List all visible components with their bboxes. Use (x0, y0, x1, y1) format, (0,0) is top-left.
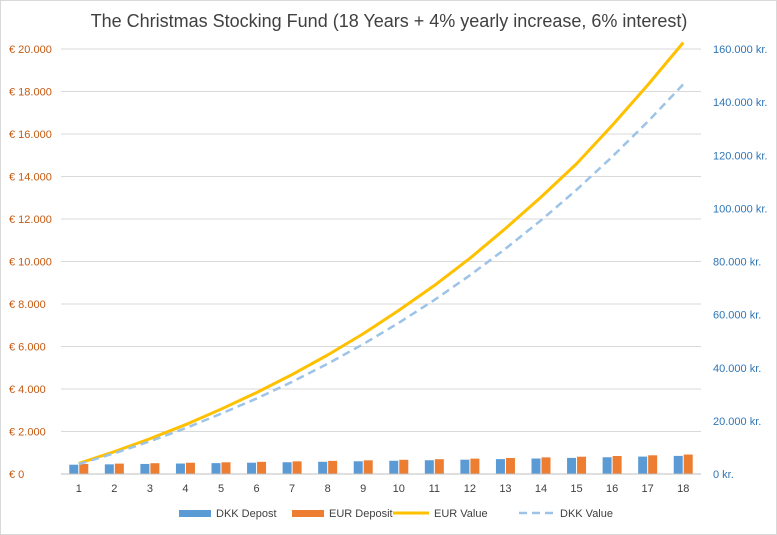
left-axis-tick-label: € 0 (9, 469, 24, 481)
x-axis-tick-label: 11 (429, 483, 440, 495)
x-axis-tick-label: 9 (360, 483, 366, 495)
x-axis-tick-label: 6 (253, 483, 259, 495)
legend: DKK Depost EUR Deposit EUR Value DKK Value (179, 508, 613, 520)
x-axis: 1 2 3 4 5 6 7 8 9 10 11 12 13 14 15 16 17 18 (61, 473, 701, 495)
x-axis-tick-label: 8 (325, 483, 331, 495)
legend-label: EUR Value (434, 508, 488, 520)
left-axis-tick-label: € 6.000 (9, 342, 46, 354)
bar (577, 456, 587, 474)
x-axis-tick-label: 16 (606, 483, 618, 495)
x-axis-tick-label: 4 (182, 483, 188, 495)
legend-label: EUR Deposit (329, 508, 393, 520)
bar (505, 458, 515, 474)
right-axis-tick-label: 100.000 kr. (713, 203, 767, 215)
bar (247, 462, 257, 474)
left-axis-tick-label: € 16.000 (9, 129, 52, 141)
legend-swatch (292, 510, 324, 517)
bar (541, 457, 551, 474)
bar (638, 456, 648, 474)
bar (150, 463, 160, 474)
bar (460, 459, 470, 474)
bar (683, 454, 693, 474)
bar (292, 461, 302, 474)
bar (104, 464, 114, 474)
bar (648, 455, 658, 474)
left-axis-tick-label: € 18.000 (9, 87, 52, 99)
x-axis-tick-label: 18 (677, 483, 689, 495)
legend-swatch (179, 510, 211, 517)
bar (185, 462, 195, 474)
bar (673, 455, 683, 474)
right-axis-tick-label: 0 kr. (713, 469, 734, 481)
bar (140, 463, 150, 474)
left-axis-tick-label: € 20.000 (9, 44, 52, 56)
left-axis-tick-label: € 12.000 (9, 214, 52, 226)
right-axis-tick-label: 60.000 kr. (713, 310, 761, 322)
bar (531, 458, 541, 474)
x-axis-tick-label: 10 (393, 483, 405, 495)
left-axis-tick-label: € 10.000 (9, 257, 52, 269)
right-axis-tick-label: 40.000 kr. (713, 363, 761, 375)
x-axis-tick-label: 12 (464, 483, 476, 495)
bar (434, 459, 444, 474)
bars (69, 454, 693, 474)
x-axis-tick-label: 1 (76, 483, 82, 495)
legend-label: DKK Depost (216, 508, 277, 520)
right-axis-tick-label: 120.000 kr. (713, 150, 767, 162)
x-axis-tick-label: 5 (218, 483, 224, 495)
bar (353, 461, 363, 474)
bar (282, 462, 292, 474)
bar (69, 464, 79, 474)
x-axis-tick-label: 14 (535, 483, 547, 495)
bar (389, 460, 399, 474)
bar (424, 460, 434, 474)
left-axis: € 0 € 2.000 € 4.000 € 6.000 € 8.000 € 10.000 €… (9, 44, 52, 481)
bar (79, 464, 89, 474)
bar (602, 457, 612, 474)
bar (470, 458, 480, 474)
right-axis-tick-label: 140.000 kr. (713, 97, 767, 109)
gridlines (61, 48, 701, 475)
bar (114, 463, 124, 474)
x-axis-tick-label: 13 (499, 483, 511, 495)
left-axis-tick-label: € 8.000 (9, 299, 46, 311)
bar (328, 460, 338, 474)
x-axis-tick-label: 15 (570, 483, 582, 495)
left-axis-tick-label: € 2.000 (9, 427, 46, 439)
series-line (78, 83, 685, 466)
lines (78, 41, 685, 466)
right-axis-tick-label: 20.000 kr. (713, 416, 761, 428)
x-axis-tick-label: 17 (642, 483, 654, 495)
right-axis-tick-label: 80.000 kr. (713, 257, 761, 269)
bar (221, 462, 231, 474)
bar (363, 460, 373, 474)
chart-title: The Christmas Stocking Fund (18 Years + … (91, 11, 688, 31)
series-line (78, 41, 685, 465)
x-axis-tick-label: 7 (289, 483, 295, 495)
bar (211, 463, 221, 474)
x-axis-tick-label: 3 (147, 483, 153, 495)
bar (318, 461, 328, 474)
bar (399, 459, 409, 474)
x-axis-tick-label: 2 (111, 483, 117, 495)
bar (567, 457, 577, 474)
left-axis-tick-label: € 4.000 (9, 384, 46, 396)
bar (175, 463, 185, 474)
left-axis-tick-label: € 14.000 (9, 172, 52, 184)
right-axis-tick-label: 160.000 kr. (713, 44, 767, 56)
bar (495, 459, 505, 474)
bar (257, 461, 267, 474)
bar (612, 456, 622, 474)
right-axis: 0 kr. 20.000 kr. 40.000 kr. 60.000 kr. 80.00… (713, 44, 767, 481)
legend-label: DKK Value (560, 508, 613, 520)
